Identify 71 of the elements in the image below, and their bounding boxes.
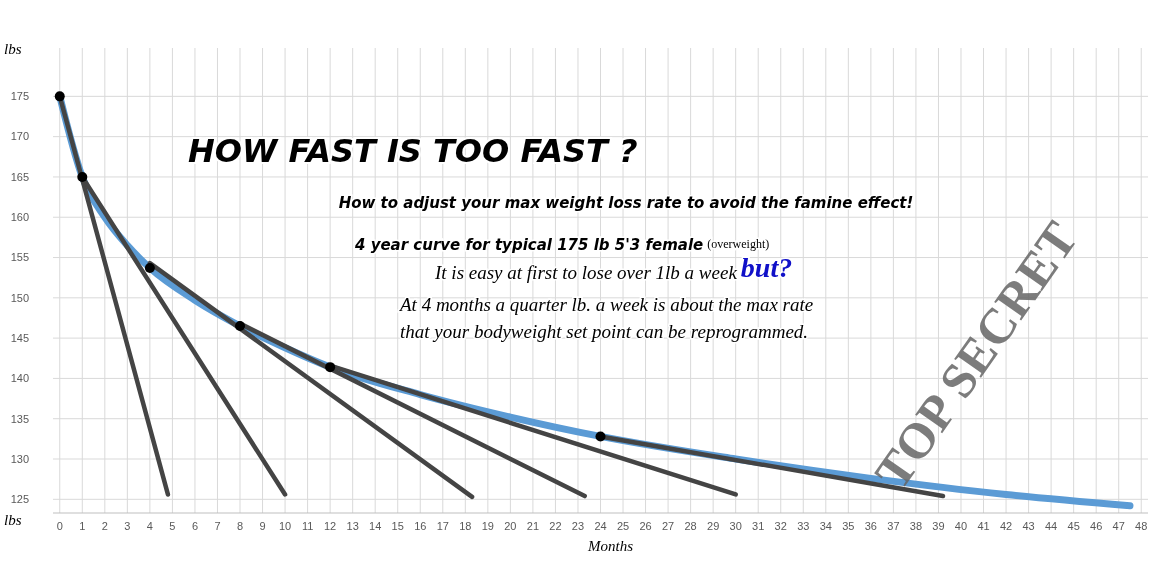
x-tick-label: 42 [999,520,1013,532]
annotation: but? [740,252,793,283]
y-tick-label: 135 [10,412,29,425]
x-tick-label: 26 [639,520,652,532]
x-tick-label: 46 [1090,520,1103,532]
x-tick-label: 32 [774,520,787,532]
x-tick-label: 4 [146,520,153,532]
x-tick-label: 1 [79,520,86,532]
x-tick-label: 39 [932,520,945,532]
x-tick-label: 34 [819,520,832,532]
y-tick-label: 140 [10,372,29,385]
x-tick-label: 3 [124,520,131,532]
x-tick-label: 8 [236,520,244,532]
x-tick-label: 22 [549,520,562,532]
x-tick-label: 10 [278,520,292,532]
x-tick-label: 28 [684,520,697,532]
text: HOW FAST IS TOO FAST ? [188,132,638,170]
x-tick-label: 27 [661,520,675,532]
x-tick-label: 31 [752,520,765,532]
y-tick-label: 150 [10,291,29,304]
x-tick-label: 0 [56,520,63,532]
x-axis-title: Months [587,538,634,554]
y-tick-label: 125 [10,493,29,506]
y-tick-label: 160 [10,211,29,224]
x-tick-label: 20 [504,520,517,532]
y-tick-label: 155 [10,251,29,264]
text: lbs [4,512,22,528]
x-tick-label: 16 [414,520,427,532]
x-tick-label: 13 [346,520,359,532]
x-tick-label: 11 [301,520,314,532]
x-tick-label: 29 [707,520,720,532]
annotation: 4 year curve for typical 175 lb 5'3 female [354,236,704,254]
x-tick-label: 18 [459,520,472,532]
annotation: At 4 months a quarter lb. a week is about the max rate [398,294,814,315]
annotation: that your bodyweight set point can be reprogrammed. [400,321,809,342]
x-tick-label: 35 [842,520,855,532]
annotation: (overweight) [707,237,770,251]
annotation: It is easy at first to lose over 1lb a week [434,262,738,283]
x-tick-label: 30 [729,520,742,532]
y-tick-label: 130 [10,452,29,465]
x-tick-label: 2 [101,520,108,532]
x-tick-label: 48 [1135,520,1148,532]
x-tick-label: 43 [1022,520,1035,532]
x-tick-label: 17 [436,520,449,532]
x-tick-label: 37 [887,520,900,532]
x-tick-label: 5 [169,520,176,532]
x-tick-label: 12 [324,520,337,532]
x-tick-label: 21 [526,520,540,532]
x-tick-label: 41 [977,520,990,532]
x-tick-label: 23 [571,520,585,532]
x-tick-label: 44 [1044,520,1058,532]
x-tick-label: 7 [214,520,221,532]
x-tick-label: 38 [909,520,923,532]
x-tick-label: 25 [616,520,630,532]
x-tick-label: 9 [259,520,266,532]
text: How to adjust your max weight loss rate to avoid the famine effect! [338,194,914,212]
x-tick-label: 19 [481,520,494,532]
y-tick-label: 145 [10,331,29,344]
x-tick-label: 14 [369,520,382,532]
x-tick-label: 47 [1112,520,1125,532]
x-tick-label: 15 [391,520,404,532]
y-axis-title: lbs [4,41,22,57]
y-tick-label: 165 [10,170,29,183]
x-tick-label: 36 [864,520,877,532]
x-tick-label: 33 [797,520,810,532]
x-tick-label: 45 [1067,520,1080,532]
y-tick-label: 175 [10,90,29,103]
y-tick-label: 170 [10,130,29,143]
x-tick-label: 6 [191,520,199,532]
x-tick-label: 40 [954,520,968,532]
x-tick-label: 24 [594,520,607,532]
